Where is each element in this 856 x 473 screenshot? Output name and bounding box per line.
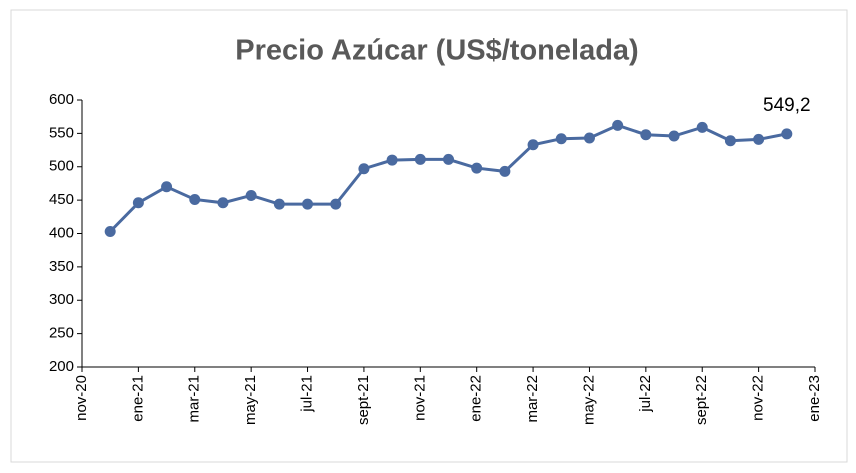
- marker: [358, 163, 370, 175]
- marker: [555, 133, 567, 145]
- marker: [668, 130, 680, 142]
- x-tick-label: jul-21: [299, 375, 316, 413]
- marker: [245, 189, 257, 201]
- x-tick-label: ene-21: [129, 375, 146, 422]
- x-tick-label: ene-23: [806, 375, 823, 422]
- y-tick-label: 450: [49, 191, 74, 208]
- x-tick-label: mar-21: [186, 375, 203, 423]
- marker: [696, 121, 708, 133]
- x-tick-label: ene-22: [468, 375, 485, 422]
- marker: [330, 198, 342, 210]
- y-tick-label: 300: [49, 291, 74, 308]
- marker: [302, 198, 314, 210]
- marker: [104, 225, 116, 237]
- x-tick-label: nov-22: [750, 375, 767, 421]
- x-tick-label: nov-20: [73, 375, 90, 421]
- marker: [753, 133, 765, 145]
- y-tick-label: 500: [49, 158, 74, 175]
- x-tick-label: may-22: [580, 375, 597, 425]
- y-tick-label: 200: [49, 358, 74, 375]
- x-tick-label: sept-21: [355, 375, 372, 425]
- y-tick-label: 400: [49, 224, 74, 241]
- y-tick-label: 550: [49, 124, 74, 141]
- marker: [273, 198, 285, 210]
- chart-border: [10, 9, 848, 463]
- chart-title: Precio Azúcar (US$/tonelada): [235, 35, 638, 67]
- marker: [499, 165, 511, 177]
- marker: [640, 129, 652, 141]
- marker: [132, 197, 144, 209]
- x-tick-label: may-21: [242, 375, 259, 425]
- marker: [189, 193, 201, 205]
- marker: [414, 153, 426, 165]
- x-tick-label: sept-22: [693, 375, 710, 425]
- marker: [583, 132, 595, 144]
- y-tick-label: 250: [49, 325, 74, 342]
- marker: [217, 197, 229, 209]
- x-tick-label: jul-22: [637, 375, 654, 413]
- marker: [471, 162, 483, 174]
- data-label: 549,2: [763, 95, 811, 116]
- marker: [386, 154, 398, 166]
- x-tick-label: nov-21: [411, 375, 428, 421]
- marker: [161, 181, 173, 193]
- marker: [612, 119, 624, 131]
- marker: [527, 139, 539, 151]
- x-tick-label: mar-22: [524, 375, 541, 423]
- marker: [724, 135, 736, 147]
- marker: [443, 153, 454, 165]
- y-tick-label: 350: [49, 258, 74, 275]
- marker: [781, 128, 793, 140]
- y-tick-label: 600: [49, 91, 74, 108]
